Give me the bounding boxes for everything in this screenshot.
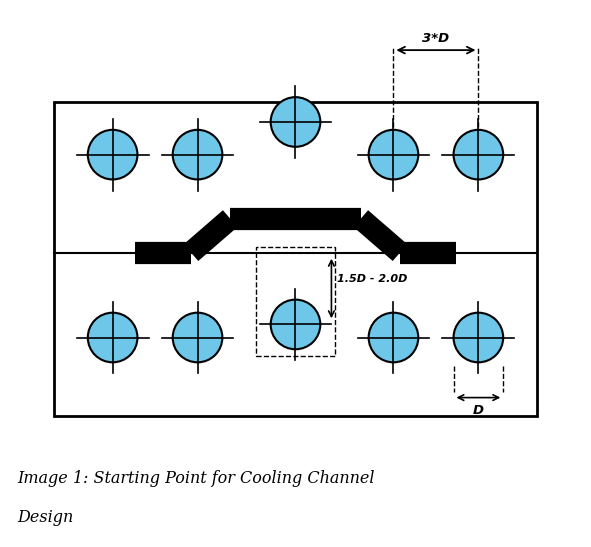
- Text: Design: Design: [18, 509, 74, 526]
- Circle shape: [88, 130, 138, 179]
- Circle shape: [369, 130, 418, 179]
- Text: 1.5D - 2.0D: 1.5D - 2.0D: [337, 274, 407, 284]
- Circle shape: [271, 97, 320, 147]
- Bar: [54, 102, 537, 416]
- Text: 3*D: 3*D: [423, 32, 450, 45]
- Bar: [256, 247, 335, 356]
- Circle shape: [453, 130, 503, 179]
- Circle shape: [271, 300, 320, 350]
- Text: Image 1: Starting Point for Cooling Channel: Image 1: Starting Point for Cooling Chan…: [18, 470, 375, 487]
- Circle shape: [173, 313, 222, 362]
- Text: D: D: [473, 404, 484, 417]
- Circle shape: [173, 130, 222, 179]
- Circle shape: [453, 313, 503, 362]
- Circle shape: [88, 313, 138, 362]
- Circle shape: [369, 313, 418, 362]
